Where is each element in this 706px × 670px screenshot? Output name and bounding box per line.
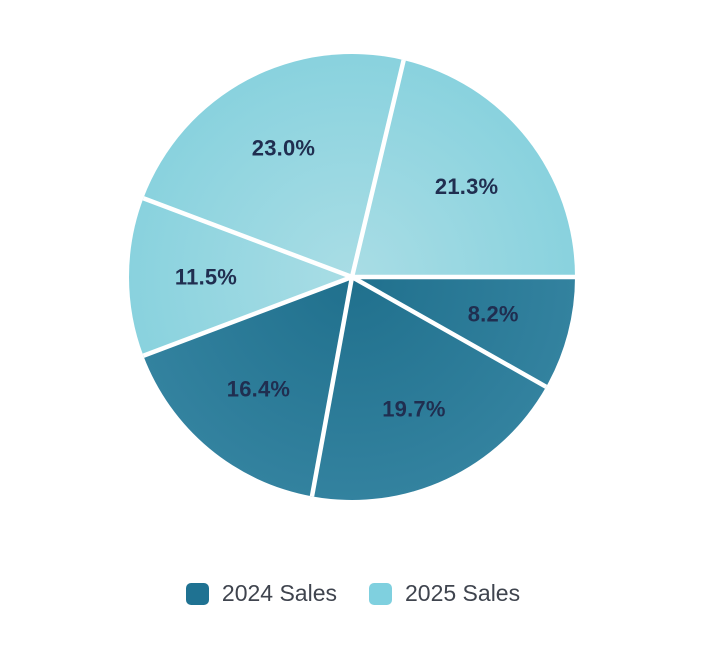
pie-slice-21-3-[interactable] — [352, 60, 575, 277]
pie-slice-16-4-[interactable] — [143, 277, 352, 497]
legend-label-2024-sales: 2024 Sales — [221, 580, 337, 606]
slice-separator — [142, 196, 353, 280]
legend-item-2024-sales[interactable]: 2024 Sales — [185, 580, 337, 606]
slice-label: 11.5% — [175, 265, 237, 290]
slice-separator — [142, 274, 353, 358]
pie-slice-19-7-[interactable] — [311, 277, 547, 501]
slice-separator — [309, 276, 355, 497]
slice-label: 16.4% — [227, 377, 290, 402]
slice-label: 23.0% — [252, 136, 315, 161]
legend-item-2025-sales[interactable]: 2025 Sales — [369, 582, 520, 605]
pie-slice-8-2-[interactable] — [352, 277, 575, 387]
slice-label: 19.7% — [382, 397, 445, 422]
slice-separator — [349, 59, 406, 278]
pie-chart: 8.2% 19.7% 16.4% 11.5% 23.0% 21.3% — [129, 54, 575, 501]
legend-swatch-2025-sales — [369, 582, 392, 605]
legend-label-2025-sales: 2025 Sales — [405, 580, 521, 606]
chart-legend: 2024 Sales 2025 Sales — [0, 582, 706, 605]
pie-slice-11-5-[interactable] — [129, 198, 352, 356]
slice-label: 21.3% — [435, 174, 498, 199]
legend-swatch-2024-sales — [185, 582, 209, 605]
slice-separator — [350, 275, 548, 389]
slice-label: 8.2% — [468, 302, 519, 327]
